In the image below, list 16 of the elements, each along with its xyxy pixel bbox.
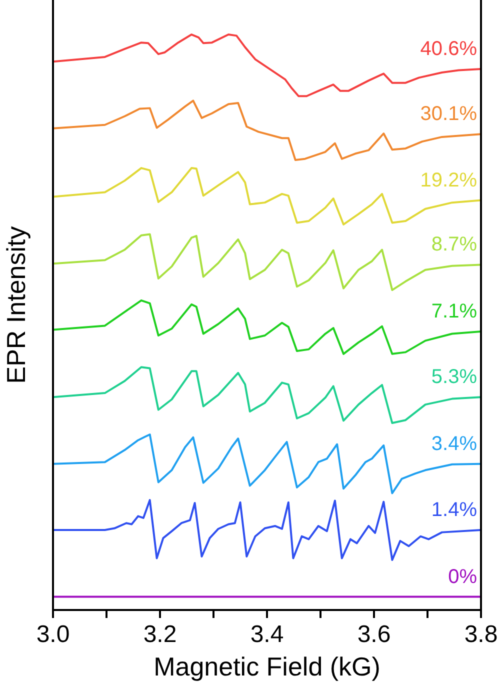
x-tick-label: 3.6 bbox=[357, 621, 391, 648]
x-axis-title: Magnetic Field (kG) bbox=[154, 652, 380, 682]
series-label: 3.4% bbox=[431, 432, 478, 455]
series-label: 7.1% bbox=[431, 300, 478, 322]
series-label: 30.1% bbox=[420, 103, 478, 126]
series-label: 8.7% bbox=[431, 234, 478, 256]
y-axis-title: EPR Intensity bbox=[1, 226, 32, 384]
series-label: 19.2% bbox=[420, 169, 478, 192]
x-tick-label: 3.4 bbox=[250, 621, 284, 648]
series-label: 40.6% bbox=[420, 38, 478, 60]
series-label: 5.3% bbox=[431, 366, 478, 388]
series-label: 0% bbox=[448, 566, 478, 588]
x-tick-label: 3.0 bbox=[36, 621, 70, 648]
x-tick-label: 3.8 bbox=[464, 621, 498, 648]
series-label: 1.4% bbox=[431, 499, 478, 522]
x-tick-label: 3.2 bbox=[143, 621, 177, 648]
